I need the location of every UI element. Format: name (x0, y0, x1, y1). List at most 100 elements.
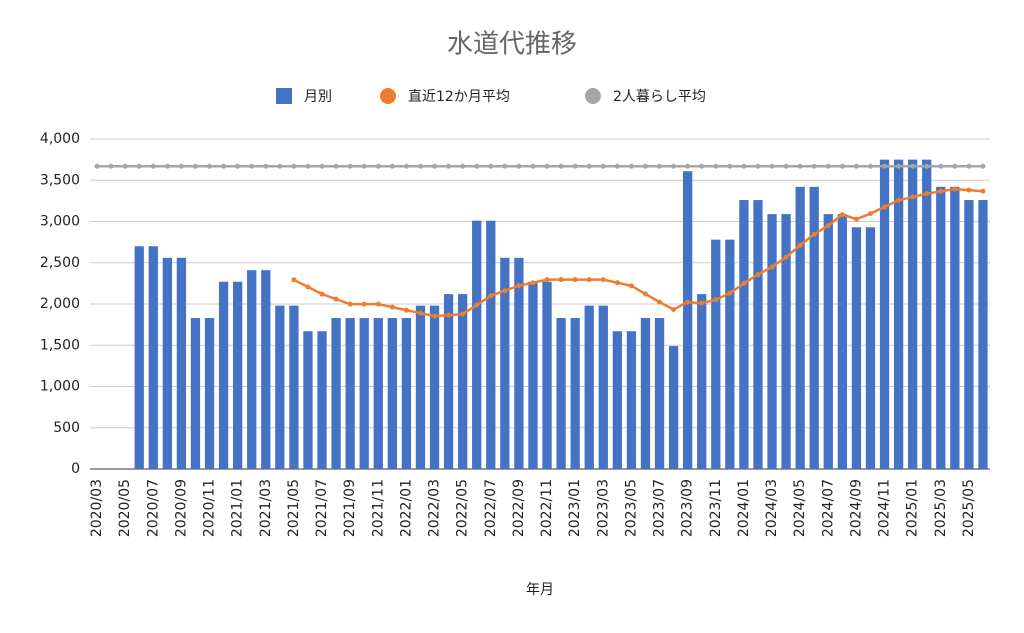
x-tick-label: 2021/07 (314, 479, 330, 537)
line-point (685, 299, 691, 305)
line-point (502, 288, 508, 294)
bar (190, 318, 201, 469)
x-tick-label: 2023/07 (652, 479, 668, 537)
line-point (966, 187, 972, 193)
line-point (221, 163, 227, 169)
line-point (544, 277, 550, 283)
line-point (825, 163, 831, 169)
bar (964, 200, 974, 470)
bar (809, 186, 819, 469)
line-point (839, 212, 845, 218)
line-point (108, 163, 114, 169)
line-point (628, 163, 634, 169)
bar (893, 159, 904, 469)
line-point (544, 163, 550, 169)
bar (640, 318, 651, 469)
line-point (305, 163, 311, 169)
bar (711, 239, 721, 469)
line-point (671, 163, 677, 169)
x-tick-label: 2021/05 (286, 479, 302, 537)
x-tick-label: 2022/11 (539, 479, 555, 537)
x-tick-label: 2022/09 (511, 479, 527, 537)
line-point (657, 299, 663, 305)
line-point (586, 163, 592, 169)
bar (556, 318, 566, 469)
line-point (164, 163, 170, 169)
bar (978, 200, 988, 470)
line-point (530, 163, 536, 169)
x-tick-label: 2025/01 (905, 479, 921, 537)
line-point (263, 163, 269, 169)
bar (528, 281, 538, 469)
line-point (713, 297, 719, 303)
bar (218, 281, 229, 469)
bar (134, 246, 144, 469)
bar (767, 214, 777, 469)
x-tick-label: 2024/11 (877, 479, 893, 537)
bar (148, 246, 158, 469)
line (293, 187, 984, 318)
line-point (333, 296, 339, 302)
line-point (966, 163, 972, 169)
x-tick-label: 2025/03 (933, 479, 949, 537)
bar (879, 159, 890, 469)
line-point (319, 291, 325, 297)
line-point (516, 283, 522, 289)
bar (514, 257, 524, 469)
line-point (783, 254, 789, 260)
y-tick-label: 3,000 (40, 214, 80, 230)
line-point (488, 293, 494, 299)
x-tick-label: 2024/03 (764, 479, 780, 537)
bar (753, 200, 763, 470)
line-point (432, 163, 438, 169)
x-tick-label: 2021/11 (370, 479, 386, 537)
line-point (797, 163, 803, 169)
bar (697, 294, 707, 469)
line-point (305, 284, 311, 290)
bar (261, 270, 271, 469)
line-point (657, 163, 663, 169)
line-point (446, 163, 452, 169)
line-point (727, 290, 733, 296)
line-point (389, 163, 395, 169)
line-point (249, 163, 255, 169)
y-tick-label: 3,500 (40, 172, 80, 188)
line-point (389, 304, 395, 310)
bar (865, 227, 876, 469)
line-point (642, 291, 648, 297)
x-tick-label: 2021/03 (258, 479, 274, 537)
line-point (460, 311, 466, 317)
bar (289, 305, 299, 469)
x-tick-label: 2020/07 (145, 479, 161, 537)
line-point (699, 163, 705, 169)
line-point (825, 223, 831, 229)
bar (387, 318, 397, 469)
line-point (867, 163, 873, 169)
bar (303, 331, 313, 469)
line-point (375, 301, 381, 307)
bar (472, 220, 482, 469)
line-point (361, 163, 367, 169)
bar (275, 305, 285, 469)
line-point (980, 163, 986, 169)
bar (837, 214, 847, 469)
line-point (938, 188, 944, 194)
line-point (685, 163, 691, 169)
line-point (530, 280, 536, 286)
bar (612, 331, 622, 469)
line-point (727, 163, 733, 169)
line-point (403, 307, 409, 313)
line-point (333, 163, 339, 169)
line-point (235, 163, 241, 169)
legend-label: 直近12か月平均 (408, 88, 510, 105)
line-point (446, 312, 452, 318)
line-point (741, 280, 747, 286)
line-point (572, 277, 578, 283)
bar (584, 305, 594, 469)
y-tick-label: 1,500 (40, 337, 80, 353)
line-point (614, 280, 620, 286)
bar (598, 305, 608, 469)
line-point (769, 264, 775, 270)
line-point (319, 163, 325, 169)
bar (247, 270, 257, 469)
